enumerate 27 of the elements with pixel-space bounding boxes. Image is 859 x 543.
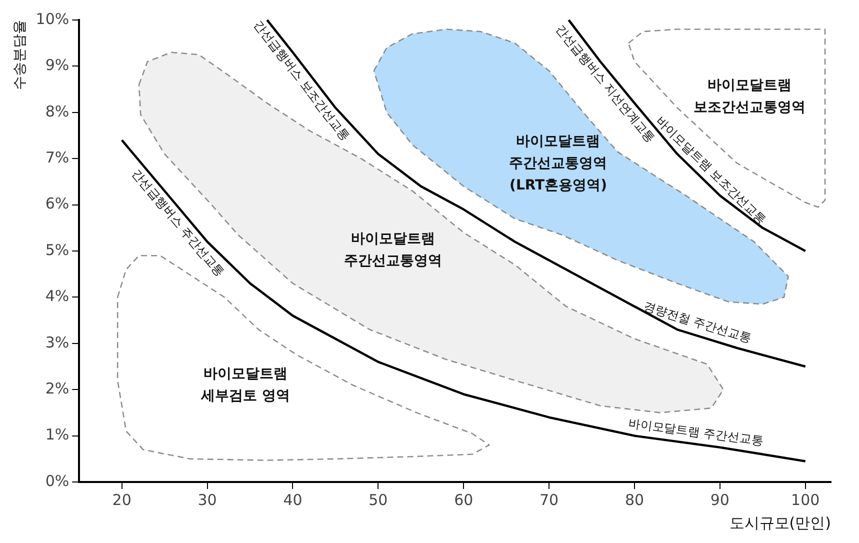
x-tick-label: 30 — [198, 490, 217, 509]
y-tick-label: 2% — [45, 379, 70, 398]
y-tick-label: 9% — [45, 56, 70, 74]
x-tick-label: 40 — [283, 490, 302, 509]
y-tick-label: 3% — [45, 333, 70, 352]
x-tick-label: 60 — [454, 490, 474, 509]
annotation: 바이모달트램 주간선교통 — [628, 416, 764, 448]
y-tick-label: 1% — [45, 426, 70, 444]
y-tick-label: 7% — [45, 148, 70, 166]
x-tick-label: 50 — [368, 490, 388, 509]
x-tick-label: 80 — [624, 490, 644, 509]
y-tick-label: 10% — [36, 10, 70, 28]
x-tick-label: 100 — [791, 490, 820, 509]
annotation: 바이모달트램 주간선교통영역 (LRT혼용영역) — [509, 133, 608, 194]
annotation: 바이모달트램 보조간선교통영역 — [694, 77, 806, 116]
y-tick-label: 6% — [45, 194, 70, 213]
x-tick-label: 70 — [540, 490, 559, 509]
y-tick-label: 4% — [45, 287, 70, 306]
x-tick-label: 90 — [710, 490, 730, 509]
y-axis-title: 수송분담율 — [12, 20, 28, 90]
y-tick-label: 5% — [45, 240, 70, 259]
annotation: 바이모달트램 주간선교통영역 — [344, 230, 442, 269]
annotation: 바이모달트램 세부검토 영역 — [200, 366, 290, 404]
y-tick-label: 0% — [45, 472, 70, 490]
x-axis-title: 도시규모(만인) — [729, 514, 831, 532]
x-tick-label: 20 — [112, 490, 132, 509]
y-tick-label: 8% — [45, 102, 70, 120]
